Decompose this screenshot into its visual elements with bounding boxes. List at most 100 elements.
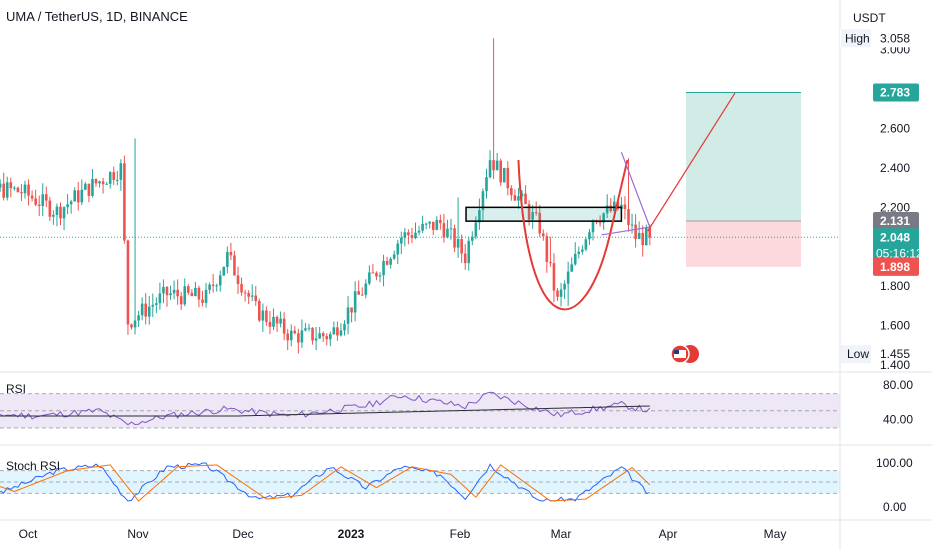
candle-body [403,232,407,238]
candle-body [84,183,87,190]
stoch-k-line [0,462,650,502]
candle-body [314,338,318,341]
candle-body [112,172,116,181]
stop-zone [686,220,801,267]
candle-body [566,271,570,284]
candle-body [268,321,272,327]
candle-body [364,283,368,295]
candle-body [300,330,304,343]
candle-body [506,167,510,189]
candle-body [2,183,5,198]
candle-body [201,299,204,303]
candle-body [41,194,45,206]
high-label: High [845,31,870,45]
candle-body [417,230,421,233]
candle-body [549,261,552,264]
price-tick-label: 2.400 [880,161,910,175]
candle-body [627,209,630,225]
candle-body [460,239,463,254]
chart-title: UMA / TetherUS, 1D, BINANCE [6,9,188,24]
candle-body [421,223,424,231]
candle-body [250,295,254,297]
candle-body [297,333,300,343]
candle-body [272,316,275,327]
candle-body [45,194,48,201]
stoch-d-line [0,464,651,502]
time-axis-label: Nov [127,527,148,541]
candle-body [94,178,98,184]
candle-body [329,334,332,340]
price-tick-label: 2.600 [880,122,910,136]
candle-body [16,187,20,193]
candle-body [634,224,637,239]
candle-body [336,327,339,336]
candle-body [577,251,581,254]
candle-body [59,206,62,219]
candle-body [34,198,37,205]
candle-body [339,330,343,336]
price-tick-label: 2.200 [880,200,910,214]
candle-body [73,190,76,202]
candle-body [187,286,190,293]
high-value: 3.058 [880,31,910,45]
candle-body [240,283,243,293]
candle-body [20,192,23,194]
candle-body [424,223,428,225]
candle-body [353,291,357,313]
candle-body [140,303,144,316]
candle-body [467,240,471,264]
candle-body [325,336,329,340]
time-axis-label: Mar [551,527,572,541]
time-axis-label: May [764,527,787,541]
candle-body [641,232,644,246]
candle-body [389,258,392,265]
candle-body [570,264,573,272]
candle-body [5,182,9,198]
candle-body [350,307,353,313]
candle-body [463,253,467,264]
stoch-tick-label: 0.00 [883,500,907,514]
target-zone [686,92,801,221]
candle-body [538,212,542,234]
low-label: Low [847,347,869,361]
triangle-pattern [601,151,651,236]
candle-body [137,315,140,321]
candle-body [563,283,566,290]
price-tick-label: 1.400 [880,358,910,372]
candle-body [623,204,627,210]
candle-body [37,204,41,206]
candle-body [453,228,456,248]
candle-body [130,324,133,328]
candle-body [275,316,279,324]
candle-body [147,306,151,317]
candle-body [55,206,59,215]
candle-body [343,323,346,331]
candle-body [559,289,563,297]
candle-body [616,201,620,209]
candle-body [332,327,336,335]
stop-price-badge: 1.898 [880,260,910,274]
candle-body [510,188,513,196]
candle-body [449,228,453,230]
candle-body [598,222,602,224]
candle-body [162,286,165,294]
candle-body [531,212,534,220]
time-axis-label: Oct [19,527,38,541]
us-flag-stripes-icon [674,350,686,358]
candle-body [101,181,105,185]
candle-body [400,237,403,244]
rsi-tick-label: 40.00 [883,412,913,426]
entry-price-badge-bg [873,211,919,230]
candle-body [119,163,123,180]
candle-body [382,260,385,276]
candle-body [346,307,350,324]
candle-body [215,285,218,287]
candle-body [545,236,549,262]
candle-body [613,201,616,212]
candle-body [52,214,55,217]
candle-body [116,179,119,181]
candle-body [279,318,282,324]
candle-body [211,284,215,286]
target-price-badge: 2.783 [880,85,910,99]
